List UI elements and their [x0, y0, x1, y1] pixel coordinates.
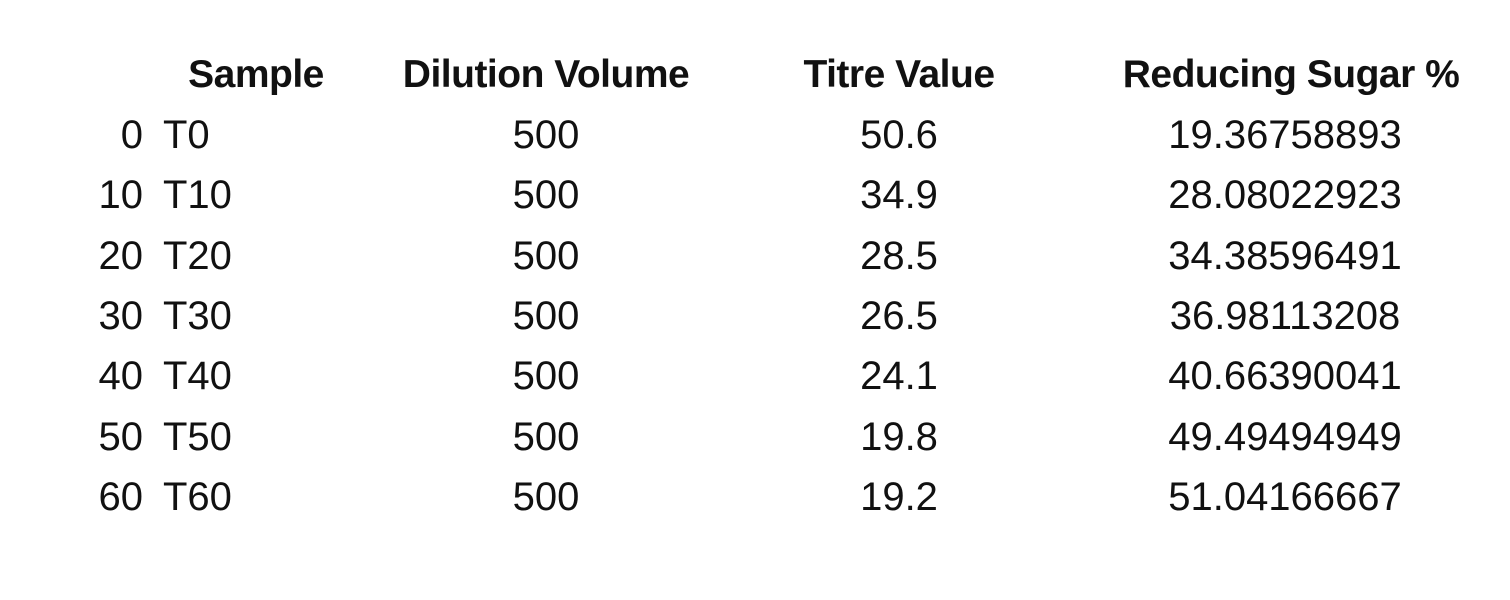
- table-cell-titre-value: 28.5: [860, 233, 938, 278]
- table-cell-titre-value: 34.9: [860, 173, 938, 218]
- table-cell-time-value: 50: [98, 414, 144, 459]
- table-cell-time-value: 10: [98, 173, 144, 218]
- table-cell-titre-value: 19.8: [860, 414, 938, 459]
- table-cell-reducing-sugar: 49.49494949: [1168, 414, 1402, 459]
- column-header-titre-value: Titre Value: [803, 53, 995, 96]
- table-cell-sample: T60: [163, 474, 232, 519]
- table-cell-reducing-sugar: 36.98113208: [1169, 293, 1401, 338]
- table-cell-sample: T20: [163, 233, 232, 278]
- table-cell-reducing-sugar: 40.66390041: [1168, 354, 1402, 399]
- table-cell-sample: T0: [163, 113, 210, 157]
- table-cell-titre-value: 50.6: [860, 113, 938, 157]
- table-cell-dilution-volume: 500: [512, 233, 580, 278]
- table-cell-dilution-volume: 500: [512, 113, 580, 157]
- table-cell-sample: T30: [163, 293, 232, 338]
- table-cell-dilution-volume: 500: [512, 354, 580, 399]
- table-cell-sample: T40: [163, 354, 232, 399]
- table-cell-dilution-volume: 500: [512, 414, 580, 459]
- table-cell-dilution-volume: 500: [512, 293, 580, 338]
- table-cell-time-value: 20: [98, 233, 144, 278]
- table-cell-dilution-volume: 500: [512, 474, 580, 519]
- table-cell-sample: T10: [163, 173, 232, 218]
- column-header-reducing-sugar: Reducing Sugar %: [1122, 53, 1460, 96]
- column-header-dilution-volume: Dilution Volume: [402, 53, 690, 96]
- table-cell-titre-value: 26.5: [860, 293, 938, 338]
- table-cell-time-value: 40: [98, 354, 144, 399]
- table-cell-titre-value: 19.2: [860, 474, 938, 519]
- table-cell-reducing-sugar: 34.38596491: [1168, 233, 1402, 278]
- table-cell-sample: T50: [163, 414, 232, 459]
- table-cell-time-value: 30: [98, 293, 144, 338]
- column-header-sample: Sample: [188, 53, 324, 96]
- table-cell-reducing-sugar: 19.36758893: [1168, 113, 1402, 157]
- table-cell-time-value: 0: [120, 113, 143, 157]
- table-cell-titre-value: 24.1: [860, 354, 938, 399]
- table-cell-dilution-volume: 500: [512, 173, 580, 218]
- table-cell-time-value: 60: [98, 474, 144, 519]
- table-cell-reducing-sugar: 28.08022923: [1168, 173, 1402, 218]
- table-cell-reducing-sugar: 51.04166667: [1168, 474, 1402, 519]
